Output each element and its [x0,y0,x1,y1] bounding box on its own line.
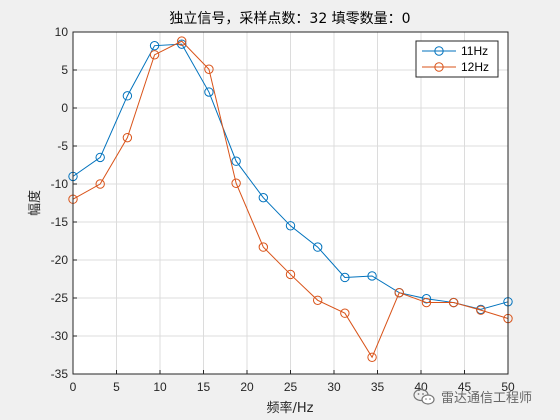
x-tick-label: 15 [197,380,211,394]
legend-marker-12hz [434,62,444,72]
x-tick-label: 30 [327,380,341,394]
data-point-12hz [448,297,459,308]
watermark-text: 雷达通信工程师 [441,391,533,406]
data-point-11hz [149,40,160,51]
x-axis-label: 频率/Hz [267,400,314,416]
data-point-12hz [367,352,377,362]
chart-title: 独立信号，采样点数：32 填零数量：0 [169,11,410,27]
x-tick-label: 35 [371,380,385,394]
data-point-12hz [149,50,160,60]
data-point-12hz [204,64,214,74]
legend: 11Hz 12Hz [415,40,499,78]
data-point-11hz [204,87,214,97]
data-point-11hz [367,271,377,281]
y-tick-label: -5 [57,139,68,153]
y-tick-label: 0 [61,101,68,115]
data-point-12hz [340,308,350,318]
x-tick-label: 5 [113,380,120,394]
data-point-12hz [231,178,241,188]
data-point-11hz [177,39,187,49]
data-point-12hz [177,36,187,46]
series-line-11hz [72,43,509,310]
data-point-12hz [312,295,323,305]
x-tick-label: 50 [501,380,515,394]
data-point-12hz [285,269,296,280]
y-tick-label: -35 [51,367,69,381]
data-point-12hz [394,287,404,298]
tick-layer: 0 5 10 15 20 25 30 35 40 45 501050-5-10-15-20-25-3… [51,25,515,394]
data-point-11hz [340,272,350,283]
data-point-11hz [258,192,269,203]
legend-label-12hz: 12Hz [461,60,489,74]
data-point-12hz [122,132,133,143]
y-tick-label: 10 [55,25,69,39]
x-tick-label: 0 [70,380,77,394]
legend-box [415,40,499,78]
y-tick-label: -30 [51,329,69,343]
y-tick-label: 5 [61,63,68,77]
watermark: 雷达通信工程师 [413,387,532,406]
x-tick-label: 10 [153,380,167,394]
y-tick-label: -25 [51,291,69,305]
y-axis-label: 幅度 [27,190,43,216]
y-tick-label: -15 [51,215,69,229]
data-point-12hz [476,305,486,315]
series-layer [68,36,513,362]
wechat-icon [413,388,435,405]
data-point-11hz [231,156,241,166]
data-point-12hz [95,179,105,189]
x-tick-label: 25 [284,380,298,394]
data-point-11hz [312,242,323,252]
y-tick-label: -10 [51,177,69,191]
data-point-12hz [421,297,432,308]
x-tick-label: 40 [414,380,428,394]
y-tick-label: -20 [51,253,69,267]
data-point-11hz [95,152,105,163]
data-point-11hz [122,91,133,101]
x-tick-label: 45 [458,380,472,394]
legend-label-11hz: 11Hz [461,44,488,58]
series-line-12hz [72,40,509,359]
data-point-11hz [285,221,296,231]
x-tick-label: 20 [240,380,254,394]
data-point-12hz [258,242,269,252]
legend-marker-11hz [434,46,444,56]
